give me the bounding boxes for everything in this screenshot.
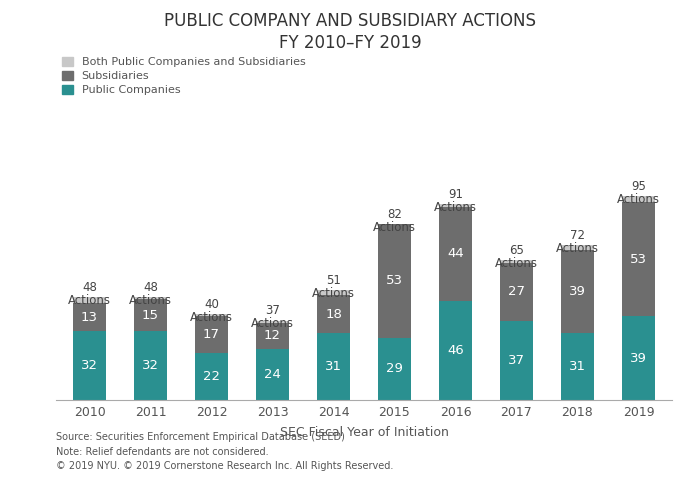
Text: 39: 39 [569, 285, 586, 298]
Text: 32: 32 [81, 359, 98, 372]
Bar [622, 196, 655, 203]
Text: 37: 37 [508, 354, 525, 367]
Bar [561, 333, 594, 400]
Bar [439, 204, 472, 206]
Text: 17: 17 [203, 328, 220, 341]
Text: 72: 72 [570, 229, 585, 242]
Bar [378, 224, 412, 338]
Text: 51: 51 [326, 274, 341, 287]
Text: 48: 48 [143, 281, 158, 294]
Text: Actions: Actions [190, 311, 233, 324]
Text: 44: 44 [447, 247, 464, 261]
Text: Actions: Actions [617, 193, 660, 205]
Text: Actions: Actions [251, 317, 294, 330]
Text: 32: 32 [142, 359, 159, 372]
Bar [561, 250, 594, 333]
Text: 91: 91 [448, 188, 463, 201]
Bar [316, 333, 350, 400]
Text: 22: 22 [203, 370, 220, 383]
Text: 13: 13 [81, 311, 98, 324]
Bar [316, 290, 350, 295]
Bar [195, 314, 228, 316]
Text: 39: 39 [630, 352, 647, 365]
Bar [195, 353, 228, 400]
Text: 65: 65 [509, 244, 524, 257]
Bar [439, 301, 472, 400]
Bar [561, 245, 594, 250]
Text: 82: 82 [387, 207, 402, 221]
Text: Actions: Actions [373, 221, 416, 234]
Text: Actions: Actions [68, 294, 111, 307]
Bar [134, 331, 167, 400]
Bar [256, 323, 289, 348]
Text: Actions: Actions [129, 294, 172, 307]
Text: 95: 95 [631, 180, 646, 193]
Text: © 2019 NYU. © 2019 Cornerstone Research Inc. All Rights Reserved.: © 2019 NYU. © 2019 Cornerstone Research … [56, 461, 393, 471]
Bar [622, 203, 655, 316]
Bar [73, 304, 106, 331]
Text: 40: 40 [204, 298, 219, 311]
Text: Actions: Actions [312, 287, 355, 300]
X-axis label: SEC Fiscal Year of Initiation: SEC Fiscal Year of Initiation [279, 426, 449, 439]
Text: 29: 29 [386, 363, 403, 375]
Text: 24: 24 [264, 368, 281, 381]
Bar [622, 316, 655, 400]
Text: 31: 31 [569, 360, 586, 373]
Text: 53: 53 [386, 274, 403, 287]
Text: Actions: Actions [556, 242, 599, 255]
Bar [316, 295, 350, 333]
Bar [256, 321, 289, 323]
Text: Note: Relief defendants are not considered.: Note: Relief defendants are not consider… [56, 447, 269, 456]
Text: Source: Securities Enforcement Empirical Database (SEED): Source: Securities Enforcement Empirical… [56, 432, 345, 442]
Bar [134, 297, 167, 299]
Bar [73, 331, 106, 400]
Bar [256, 348, 289, 400]
Bar [500, 263, 533, 321]
Text: 31: 31 [325, 360, 342, 373]
Text: 27: 27 [508, 285, 525, 298]
Text: Actions: Actions [495, 257, 538, 270]
Text: 46: 46 [447, 344, 464, 357]
Text: 37: 37 [265, 305, 280, 317]
Text: 15: 15 [142, 309, 159, 322]
Text: PUBLIC COMPANY AND SUBSIDIARY ACTIONS: PUBLIC COMPANY AND SUBSIDIARY ACTIONS [164, 12, 536, 30]
Bar [195, 316, 228, 353]
Bar [500, 321, 533, 400]
Bar [378, 338, 412, 400]
Legend: Both Public Companies and Subsidiaries, Subsidiaries, Public Companies: Both Public Companies and Subsidiaries, … [62, 57, 305, 96]
Text: 53: 53 [630, 253, 647, 266]
Text: Actions: Actions [434, 201, 477, 214]
Text: 18: 18 [325, 307, 342, 321]
Bar [500, 261, 533, 263]
Bar [439, 206, 472, 301]
Text: FY 2010–FY 2019: FY 2010–FY 2019 [279, 34, 421, 52]
Text: 12: 12 [264, 329, 281, 342]
Bar [73, 297, 106, 304]
Text: 48: 48 [82, 281, 97, 294]
Bar [134, 299, 167, 331]
